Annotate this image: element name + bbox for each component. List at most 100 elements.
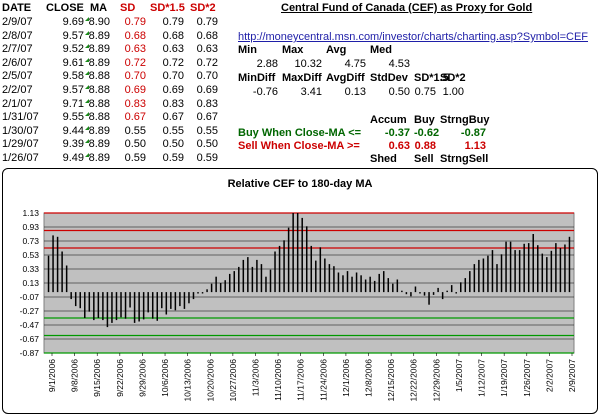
table-cell: 9.57: [62, 84, 84, 96]
table-cell: 0.67: [124, 111, 146, 124]
bar: [360, 275, 362, 293]
bar: [333, 266, 335, 293]
table-cell: 8.88: [88, 84, 110, 96]
table-cell: 0.50: [124, 138, 146, 151]
bar: [183, 292, 186, 309]
table-cell: 0.59: [162, 152, 184, 164]
x-tick-label: 9/29/2006: [137, 359, 147, 397]
stats-value: 4.53: [388, 58, 410, 70]
signal-header: Accum: [370, 114, 407, 126]
bar: [165, 292, 168, 315]
table-cell: 9.55: [62, 111, 84, 124]
bar: [437, 287, 439, 293]
x-tick-label: 12/8/2006: [364, 359, 374, 397]
bar: [555, 243, 557, 293]
bar: [283, 240, 285, 293]
bar: [419, 292, 421, 294]
table-cell: 0.70: [162, 70, 184, 83]
chart-url-link[interactable]: http://moneycentral.msn.com/investor/cha…: [238, 31, 589, 43]
table-cell: 8.89: [88, 29, 110, 42]
bar: [210, 283, 213, 293]
bar: [106, 292, 109, 328]
bar: [93, 292, 95, 321]
bar: [414, 286, 417, 293]
stats-value: 4.75: [344, 58, 366, 70]
x-tick-label: 1/12/2007: [477, 359, 487, 397]
bar: [568, 236, 571, 293]
bar: [260, 264, 263, 293]
bar: [170, 292, 172, 309]
table-cell: 8.89: [88, 124, 110, 137]
table-cell: 0.59: [124, 152, 146, 164]
y-tick-label: -0.67: [20, 334, 40, 344]
table-cell: 0.79: [196, 16, 218, 28]
signal-header: Buy: [414, 114, 435, 126]
bar: [482, 258, 485, 293]
bar: [496, 264, 498, 293]
bar: [124, 292, 127, 319]
bar: [206, 289, 208, 293]
bar: [423, 292, 426, 296]
bar: [215, 276, 217, 293]
table-cell: 0.72: [124, 56, 146, 69]
x-tick-label: 2/2/2007: [544, 359, 554, 392]
table-cell: 0.63: [162, 43, 184, 56]
table-cell: 0.63: [124, 43, 146, 56]
x-tick-label: 9/8/2006: [70, 359, 80, 392]
buy-threshold: -0.87: [460, 127, 486, 139]
table-cell: 2/8/07: [2, 29, 33, 42]
table-cell: 1/26/07: [2, 152, 39, 164]
relative-cef-chart: Relative CEF to 180-day MA 1.13 0.93 0.73 0…: [20, 178, 577, 402]
stats-label: MinDiff: [238, 72, 276, 84]
table-cell: 0.67: [196, 111, 218, 124]
stats-label: Med: [370, 44, 392, 56]
table-cell: 0.69: [124, 84, 146, 96]
table-cell: 2/9/07: [2, 16, 33, 28]
table-cell: 9.58: [62, 70, 84, 83]
bar: [464, 278, 467, 293]
table-cell: 0.70: [196, 70, 218, 83]
bar: [446, 290, 448, 293]
bar: [174, 292, 177, 311]
y-tick-label: -0.47: [20, 320, 40, 330]
table-cell: 0.55: [196, 124, 218, 137]
bar: [256, 259, 258, 293]
table-cell: 8.89: [88, 56, 110, 69]
table-cell: 8.89: [88, 138, 110, 151]
bar: [301, 217, 303, 293]
table-cell: 9.52: [62, 43, 84, 56]
cell-flag-icon: [85, 125, 89, 130]
sheet-title: Central Fund of Canada (CEF) as Proxy fo…: [281, 2, 533, 14]
bar: [505, 241, 507, 293]
bar: [197, 292, 199, 294]
cell-flag-icon: [85, 57, 89, 62]
bar: [47, 255, 50, 293]
sell-threshold: 1.13: [464, 140, 486, 152]
table-cell: 0.67: [162, 111, 184, 124]
table-cell: 2/2/07: [2, 84, 33, 96]
y-tick-label: 0.93: [22, 222, 39, 232]
bar: [74, 292, 77, 307]
bar: [324, 258, 326, 293]
bar: [233, 271, 236, 293]
bar: [88, 292, 91, 312]
x-tick-label: 9/15/2006: [92, 359, 102, 397]
bar: [373, 280, 376, 293]
bar: [378, 273, 380, 293]
bar: [564, 244, 566, 293]
stats-value: 10.32: [294, 58, 322, 70]
table-cell: 8.89: [88, 43, 110, 56]
table-cell: 2/6/07: [2, 56, 33, 69]
y-tick-label: 0.13: [22, 278, 39, 288]
table-cell: 8.89: [88, 152, 110, 164]
bar: [84, 292, 86, 318]
table-cell: 0.79: [162, 16, 184, 28]
bar: [52, 235, 54, 293]
x-tick-label: 10/13/2006: [183, 359, 193, 402]
bar: [550, 250, 553, 293]
bar: [70, 292, 72, 300]
bar: [224, 280, 226, 293]
x-tick-label: 1/5/2007: [454, 359, 464, 392]
stats-label: SD*1.5: [414, 72, 449, 84]
bar: [527, 243, 530, 293]
